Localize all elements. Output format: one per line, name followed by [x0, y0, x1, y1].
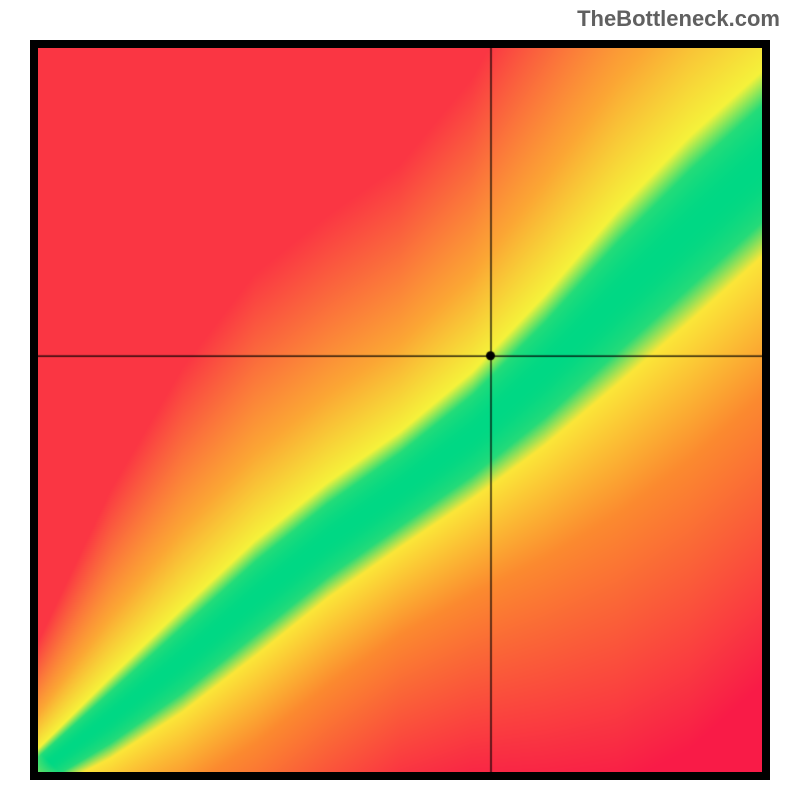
chart-frame: [30, 40, 770, 780]
attribution-label: TheBottleneck.com: [577, 6, 780, 32]
bottleneck-heatmap: [38, 48, 762, 772]
